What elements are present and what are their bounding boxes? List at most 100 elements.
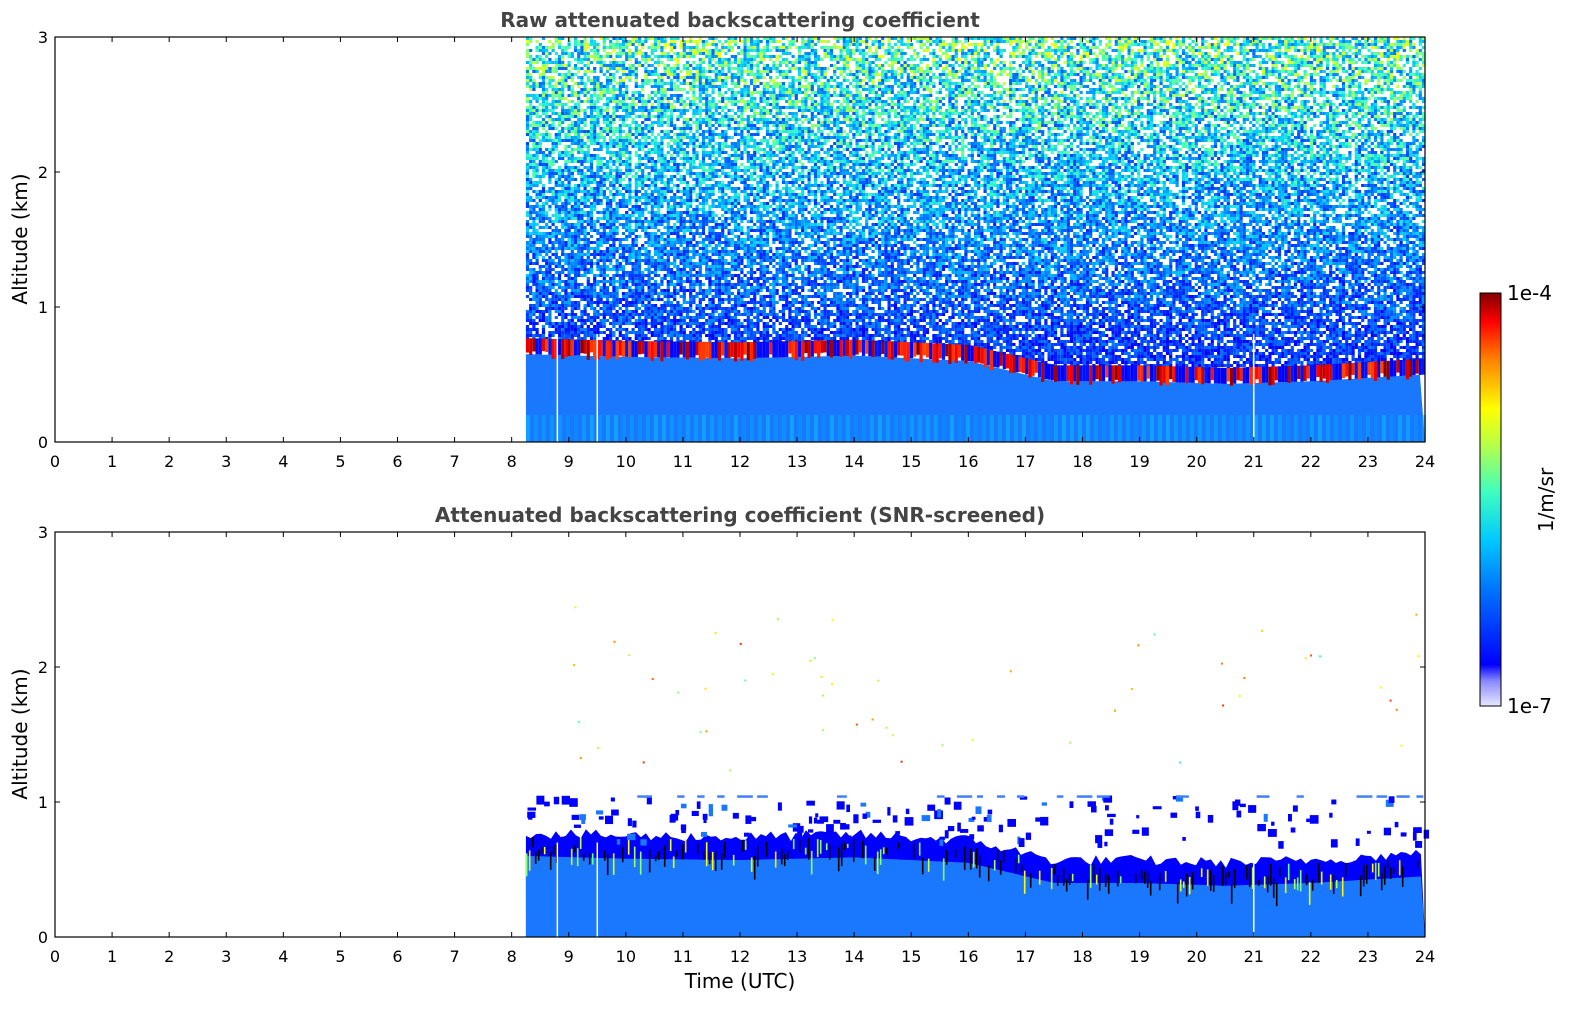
noise-cell — [621, 253, 626, 256]
noise-cell — [717, 124, 722, 127]
noise-cell — [599, 175, 603, 178]
noise-cell — [682, 178, 686, 181]
noise-cell — [625, 298, 629, 301]
noise-cell — [557, 46, 562, 49]
noise-cell — [641, 211, 645, 214]
noise-cell — [730, 220, 734, 223]
noise-cell — [666, 43, 670, 46]
noise-cell — [644, 337, 648, 340]
cloud-top-streak — [554, 339, 558, 359]
noise-cell — [708, 301, 712, 304]
noise-cell — [730, 241, 734, 244]
noise-cell — [705, 49, 709, 52]
noise-cell — [721, 118, 725, 121]
noise-cell — [618, 163, 622, 166]
noise-cell — [676, 235, 680, 238]
noise-cell — [570, 94, 574, 97]
noise-cell — [717, 298, 722, 301]
noise-cell — [573, 331, 578, 334]
noise-cell — [596, 292, 600, 295]
noise-cell — [596, 166, 600, 169]
noise-cell — [669, 145, 674, 148]
noise-cell — [609, 322, 613, 325]
noise-cell — [637, 274, 642, 277]
noise-cell — [557, 214, 562, 217]
noise-cell — [589, 253, 594, 256]
noise-cell — [701, 274, 706, 277]
noise-cell — [609, 67, 613, 70]
noise-cell — [650, 313, 654, 316]
noise-cell — [676, 151, 680, 154]
noise-cell — [695, 166, 699, 169]
noise-cell — [650, 319, 654, 322]
noise-cell — [727, 115, 731, 118]
noise-cell — [602, 292, 606, 295]
noise-cell — [525, 286, 530, 289]
noise-cell — [653, 100, 658, 103]
noise-cell — [666, 142, 670, 145]
noise-cell — [657, 82, 661, 85]
noise-cell — [657, 73, 661, 76]
noise-cell — [567, 157, 571, 160]
noise-cell — [564, 313, 568, 316]
noise-cell — [538, 298, 542, 301]
noise-cell — [653, 139, 658, 142]
noise-cell — [644, 217, 648, 220]
noise-cell — [541, 319, 546, 322]
noise-cell — [577, 259, 581, 262]
noise-cell — [573, 169, 578, 172]
noise-cell — [708, 196, 712, 199]
noise-cell — [721, 262, 725, 265]
noise-cell — [733, 217, 738, 220]
noise-cell — [669, 55, 674, 58]
noise-cell — [705, 313, 709, 316]
layer-top-cell — [669, 341, 674, 358]
noise-cell — [618, 76, 622, 79]
noise-cell — [631, 103, 635, 106]
noise-cell — [634, 151, 638, 154]
noise-cell — [666, 67, 670, 70]
noise-cell — [618, 154, 622, 157]
noise-cell — [554, 241, 558, 244]
noise-cell — [692, 163, 696, 166]
noise-cell — [567, 244, 571, 247]
noise-cell — [647, 115, 651, 118]
noise-cell — [577, 199, 581, 202]
noise-cell — [561, 79, 565, 82]
noise-cell — [717, 85, 722, 88]
noise-cell — [580, 238, 584, 241]
noise-cell — [596, 142, 600, 145]
noise-cell — [625, 301, 629, 304]
noise-cell — [679, 142, 683, 145]
noise-cell — [698, 76, 702, 79]
noise-cell — [583, 187, 587, 190]
noise-cell — [625, 76, 629, 79]
noise-cell — [650, 277, 654, 280]
noise-cell — [650, 241, 654, 244]
noise-cell — [663, 250, 667, 253]
noise-cell — [692, 319, 696, 322]
noise-cell — [580, 160, 584, 163]
noise-cell — [596, 268, 600, 271]
noise-cell — [573, 82, 578, 85]
noise-cell — [682, 253, 686, 256]
noise-cell — [615, 328, 619, 331]
noise-cell — [557, 91, 562, 94]
noise-cell — [634, 133, 638, 136]
noise-cell — [625, 43, 629, 46]
noise-cell — [641, 202, 645, 205]
noise-cell — [538, 238, 542, 241]
noise-cell — [561, 265, 565, 268]
noise-cell — [557, 325, 562, 328]
noise-cell — [679, 211, 683, 214]
noise-cell — [660, 166, 664, 169]
noise-cell — [692, 253, 696, 256]
noise-cell — [532, 142, 536, 145]
noise-cell — [593, 88, 597, 91]
noise-cell — [545, 271, 549, 274]
noise-cell — [564, 76, 568, 79]
noise-cell — [631, 100, 635, 103]
noise-cell — [618, 313, 622, 316]
noise-cell — [705, 79, 709, 82]
noise-cell — [602, 265, 606, 268]
